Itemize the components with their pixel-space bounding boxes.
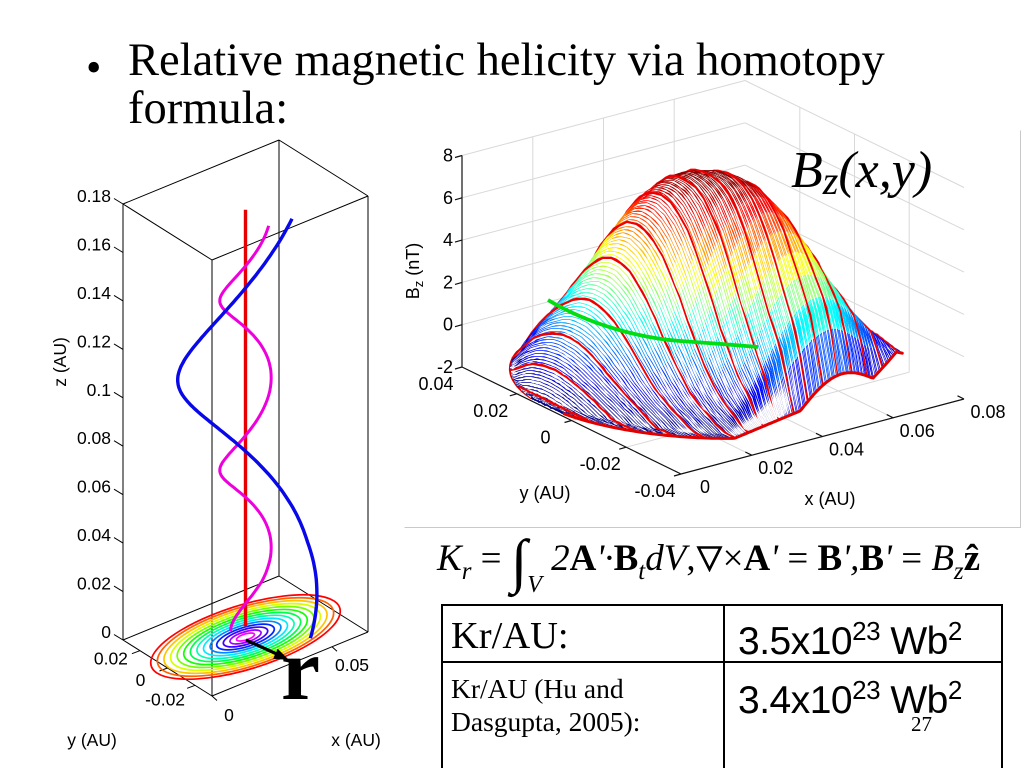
svg-text:0: 0 <box>136 670 146 690</box>
svg-text:y (AU): y (AU) <box>520 483 571 503</box>
svg-text:8: 8 <box>443 146 453 166</box>
svg-text:6: 6 <box>443 188 453 208</box>
svg-text:-0.02: -0.02 <box>145 689 185 709</box>
svg-text:-0.02: -0.02 <box>580 454 621 474</box>
svg-text:0.04: 0.04 <box>829 440 864 460</box>
svg-text:0.02: 0.02 <box>473 401 508 421</box>
svg-text:0.02: 0.02 <box>758 458 793 478</box>
svg-text:y (AU): y (AU) <box>67 730 117 750</box>
svg-text:0.06: 0.06 <box>900 421 935 441</box>
svg-text:2: 2 <box>443 272 453 292</box>
svg-text:0.02: 0.02 <box>77 574 111 594</box>
svg-text:0.18: 0.18 <box>77 186 111 206</box>
svg-text:0.14: 0.14 <box>77 283 111 303</box>
svg-text:0.02: 0.02 <box>94 649 128 669</box>
svg-text:0.04: 0.04 <box>77 525 111 545</box>
svg-text:0.05: 0.05 <box>335 655 369 675</box>
svg-text:0: 0 <box>224 705 234 725</box>
svg-text:0.12: 0.12 <box>77 331 111 351</box>
svg-text:0.04: 0.04 <box>418 374 453 394</box>
svg-text:-0.04: -0.04 <box>634 481 675 501</box>
svg-text:0.1: 0.1 <box>87 380 111 400</box>
svg-text:0.16: 0.16 <box>77 235 111 255</box>
svg-text:Bz (nT): Bz (nT) <box>403 243 426 300</box>
svg-text:0: 0 <box>700 477 710 497</box>
svg-text:0: 0 <box>540 428 550 448</box>
svg-text:0.08: 0.08 <box>970 402 1005 422</box>
svg-text:0: 0 <box>443 315 453 335</box>
svg-text:0.06: 0.06 <box>77 477 111 497</box>
svg-text:-2: -2 <box>437 357 453 377</box>
svg-text:x (AU): x (AU) <box>331 730 381 750</box>
svg-text:0.08: 0.08 <box>77 428 111 448</box>
svg-text:z (AU): z (AU) <box>50 337 70 387</box>
svg-text:x (AU): x (AU) <box>805 489 856 509</box>
svg-text:4: 4 <box>443 230 453 250</box>
svg-text:0: 0 <box>101 622 111 642</box>
